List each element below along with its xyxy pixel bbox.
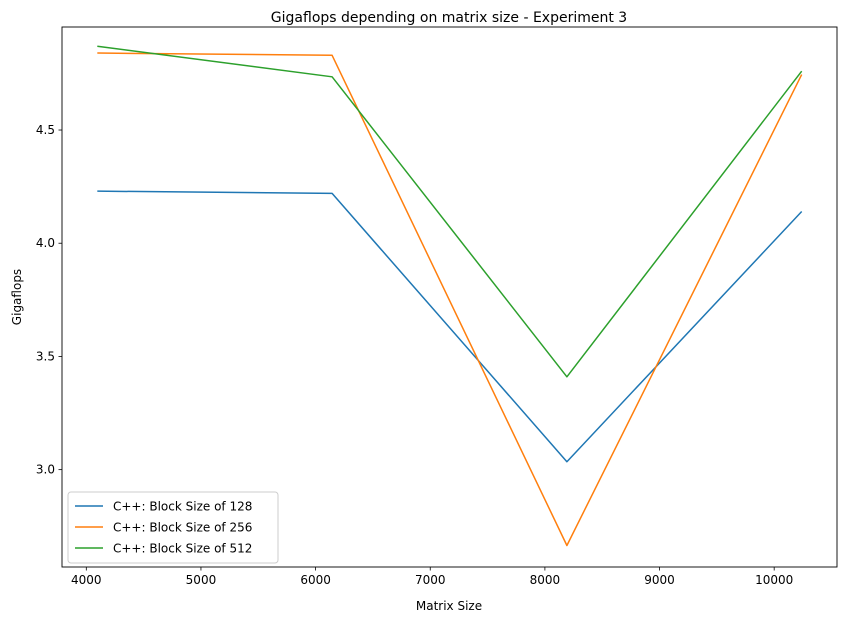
legend-entry: C++: Block Size of 512 [113,542,252,556]
plot-frame [61,26,838,568]
series-line-3 [97,45,803,378]
series-line-1 [97,190,803,463]
x-tick-label: 6000 [300,573,331,587]
x-tick-label: 4000 [71,573,102,587]
legend: C++: Block Size of 128 C++: Block Size of… [67,491,279,564]
x-tick-label: 5000 [186,573,217,587]
series-line-2 [97,52,803,547]
y-tick-label: 3.0 [36,463,55,477]
x-axis-ticks: 4000 5000 6000 7000 8000 9000 10000 [71,567,793,587]
y-tick-label: 3.5 [36,349,55,363]
chart-title: Gigaflops depending on matrix size - Exp… [271,10,627,26]
legend-entry: C++: Block Size of 256 [113,521,252,535]
x-axis-label: Matrix Size [416,599,482,613]
series-layer [97,45,803,547]
legend-entry: C++: Block Size of 128 [113,500,252,514]
x-tick-label: 10000 [755,573,793,587]
legend-box [67,491,279,564]
x-tick-label: 7000 [415,573,446,587]
y-tick-label: 4.0 [36,236,55,250]
x-tick-label: 8000 [530,573,561,587]
y-axis-label: Gigaflops [10,269,24,325]
y-tick-label: 4.5 [36,123,55,137]
x-tick-label: 9000 [644,573,675,587]
y-axis-ticks: 3.0 3.5 4.0 4.5 [36,123,62,477]
